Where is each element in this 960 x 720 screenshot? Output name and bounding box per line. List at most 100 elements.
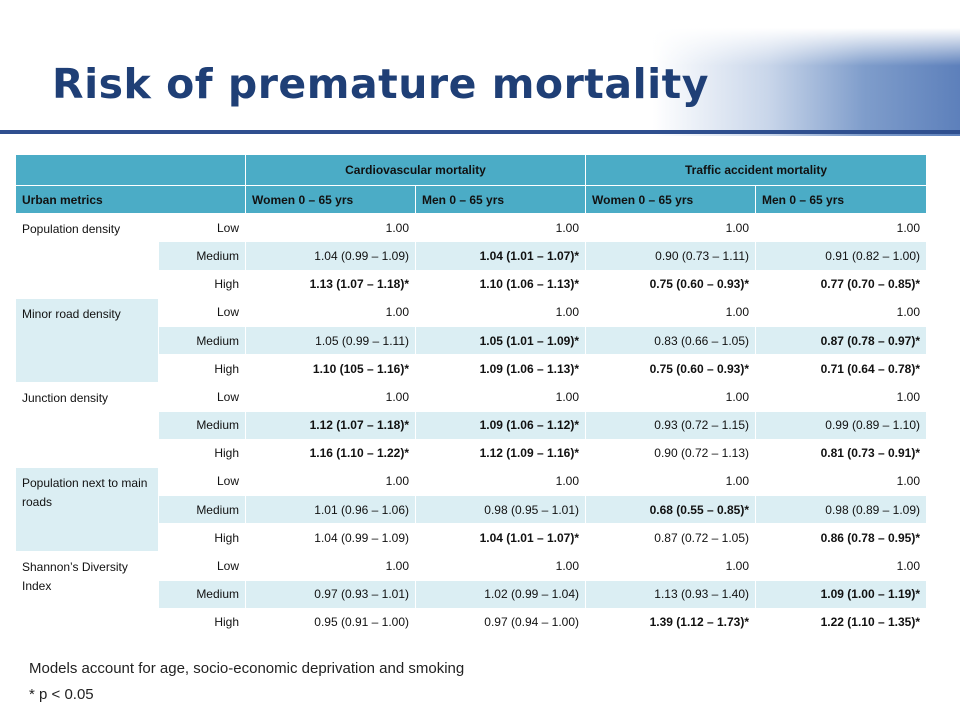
level-label: High — [158, 607, 246, 638]
value-cell: 1.00 — [754, 382, 928, 412]
value-cell: 1.10 (1.06 – 1.13)* — [415, 269, 586, 299]
metric-label: Population next to main roads — [15, 466, 159, 553]
value-cell: 1.00 — [415, 213, 586, 243]
level-label: Low — [158, 551, 246, 581]
value-cell: 1.09 (1.00 – 1.19)* — [754, 579, 928, 609]
level-label: High — [158, 523, 246, 553]
value-cell: 1.00 — [245, 297, 416, 327]
value-cell: 1.00 — [585, 466, 756, 497]
value-cell: 0.91 (0.82 – 1.00) — [754, 241, 928, 271]
slide-title: Risk of premature mortality — [52, 60, 710, 108]
group-header-empty — [15, 154, 246, 186]
level-label: High — [158, 354, 246, 384]
value-cell: 1.00 — [754, 551, 928, 581]
table-row: Junction density Low 1.00 1.00 1.00 1.00 — [15, 382, 928, 468]
value-cell: 1.04 (0.99 – 1.09) — [245, 241, 416, 271]
value-cell: 0.90 (0.73 – 1.11) — [585, 241, 756, 271]
value-cell: 1.13 (1.07 – 1.18)* — [245, 269, 416, 299]
value-cell: 1.12 (1.09 – 1.16)* — [415, 438, 586, 468]
value-cell: 0.97 (0.93 – 1.01) — [245, 579, 416, 609]
value-cell: 1.01 (0.96 – 1.06) — [245, 495, 416, 525]
column-header-urban-metrics: Urban metrics — [15, 184, 246, 215]
value-cell: 0.77 (0.70 – 0.85)* — [754, 269, 928, 299]
value-cell: 1.00 — [585, 551, 756, 581]
value-cell: 0.86 (0.78 – 0.95)* — [754, 523, 928, 553]
value-cell: 1.00 — [245, 466, 416, 497]
value-cell: 1.13 (0.93 – 1.40) — [585, 579, 756, 609]
table-row: High 1.16 (1.10 – 1.22)* 1.12 (1.09 – 1.16… — [16, 438, 928, 468]
metric-label: Junction density — [15, 382, 159, 468]
title-underline — [0, 130, 960, 134]
level-label: High — [158, 438, 246, 468]
value-cell: 1.02 (0.99 – 1.04) — [415, 579, 586, 609]
group-header-cardiovascular: Cardiovascular mortality — [245, 154, 586, 186]
value-cell: 1.04 (0.99 – 1.09) — [245, 523, 416, 553]
value-cell: 1.00 — [754, 466, 928, 497]
value-cell: 0.68 (0.55 – 0.85)* — [585, 495, 756, 525]
level-label: Medium — [158, 241, 246, 271]
metric-label: Population density — [15, 213, 159, 299]
table-row: Population density Low 1.00 1.00 1.00 1.00 — [15, 213, 928, 299]
value-cell: 1.00 — [415, 382, 586, 412]
table-row: High 1.04 (0.99 – 1.09) 1.04 (1.01 – 1.07)… — [16, 523, 928, 553]
value-cell: 0.81 (0.73 – 0.91)* — [754, 438, 928, 468]
table-body: Population density Low 1.00 1.00 1.00 1.00 Med… — [15, 213, 928, 638]
value-cell: 1.04 (1.01 – 1.07)* — [415, 241, 586, 271]
table-row: Medium 1.01 (0.96 – 1.06) 0.98 (0.95 – 1.0… — [16, 495, 928, 525]
value-cell: 1.00 — [585, 213, 756, 243]
value-cell: 1.12 (1.07 – 1.18)* — [245, 410, 416, 440]
table-row: High 1.10 (105 – 1.16)* 1.09 (1.06 – 1.13)… — [16, 354, 928, 384]
table-row: Medium 1.05 (0.99 – 1.11) 1.05 (1.01 – 1.0… — [16, 325, 928, 356]
footnote-significance: * p < 0.05 — [29, 686, 94, 703]
value-cell: 1.00 — [415, 466, 586, 497]
value-cell: 1.16 (1.10 – 1.22)* — [245, 438, 416, 468]
value-cell: 1.00 — [415, 297, 586, 327]
value-cell: 0.99 (0.89 – 1.10) — [754, 410, 928, 440]
title-band-fade — [0, 28, 960, 136]
column-header-traffic-women: Women 0 – 65 yrs — [585, 184, 756, 215]
value-cell: 0.97 (0.94 – 1.00) — [415, 607, 586, 638]
value-cell: 1.05 (1.01 – 1.09)* — [415, 325, 586, 356]
value-cell: 1.39 (1.12 – 1.73)* — [585, 607, 756, 638]
value-cell: 1.09 (1.06 – 1.13)* — [415, 354, 586, 384]
level-label: Medium — [158, 325, 246, 356]
value-cell: 1.00 — [585, 297, 756, 327]
value-cell: 1.00 — [245, 213, 416, 243]
column-header-row: Urban metrics Women 0 – 65 yrs Men 0 – 6… — [15, 184, 928, 215]
column-header-traffic-men: Men 0 – 65 yrs — [754, 184, 928, 215]
level-label: Low — [158, 213, 246, 243]
column-header-cv-women: Women 0 – 65 yrs — [245, 184, 416, 215]
footnote-models: Models account for age, socio-economic d… — [29, 660, 465, 677]
value-cell: 0.75 (0.60 – 0.93)* — [585, 354, 756, 384]
table-row: Population next to main roads Low 1.00 1.00… — [15, 466, 928, 553]
level-label: Low — [158, 466, 246, 497]
value-cell: 1.10 (105 – 1.16)* — [245, 354, 416, 384]
value-cell: 0.87 (0.72 – 1.05) — [585, 523, 756, 553]
table-row: High 0.95 (0.91 – 1.00) 0.97 (0.94 – 1.00)… — [16, 607, 928, 638]
value-cell: 1.04 (1.01 – 1.07)* — [415, 523, 586, 553]
level-label: Medium — [158, 410, 246, 440]
value-cell: 0.83 (0.66 – 1.05) — [585, 325, 756, 356]
value-cell: 1.22 (1.10 – 1.35)* — [754, 607, 928, 638]
value-cell: 0.93 (0.72 – 1.15) — [585, 410, 756, 440]
table-row: Minor road density Low 1.00 1.00 1.00 1.00 — [15, 297, 928, 384]
metric-label: Minor road density — [15, 297, 159, 384]
value-cell: 0.90 (0.72 – 1.13) — [585, 438, 756, 468]
table-row: Medium 1.12 (1.07 – 1.18)* 1.09 (1.06 – 1.… — [16, 410, 928, 440]
table-row: Medium 1.04 (0.99 – 1.09) 1.04 (1.01 – 1.0… — [16, 241, 928, 271]
value-cell: 1.00 — [415, 551, 586, 581]
value-cell: 0.98 (0.89 – 1.09) — [754, 495, 928, 525]
metric-label: Shannon’s Diversity Index — [15, 551, 159, 637]
value-cell: 0.71 (0.64 – 0.78)* — [754, 354, 928, 384]
table-row: Medium 0.97 (0.93 – 1.01) 1.02 (0.99 – 1.0… — [16, 579, 928, 609]
level-label: High — [158, 269, 246, 299]
level-label: Medium — [158, 579, 246, 609]
level-label: Low — [158, 382, 246, 412]
value-cell: 1.09 (1.06 – 1.12)* — [415, 410, 586, 440]
column-header-cv-men: Men 0 – 65 yrs — [415, 184, 586, 215]
group-header-row: Cardiovascular mortality Traffic acciden… — [15, 154, 928, 186]
table-row: Shannon’s Diversity Index Low 1.00 1.00 1.00… — [15, 551, 928, 637]
value-cell: 0.95 (0.91 – 1.00) — [245, 607, 416, 638]
table-row: High 1.13 (1.07 – 1.18)* 1.10 (1.06 – 1.13… — [16, 269, 928, 299]
value-cell: 1.00 — [245, 382, 416, 412]
